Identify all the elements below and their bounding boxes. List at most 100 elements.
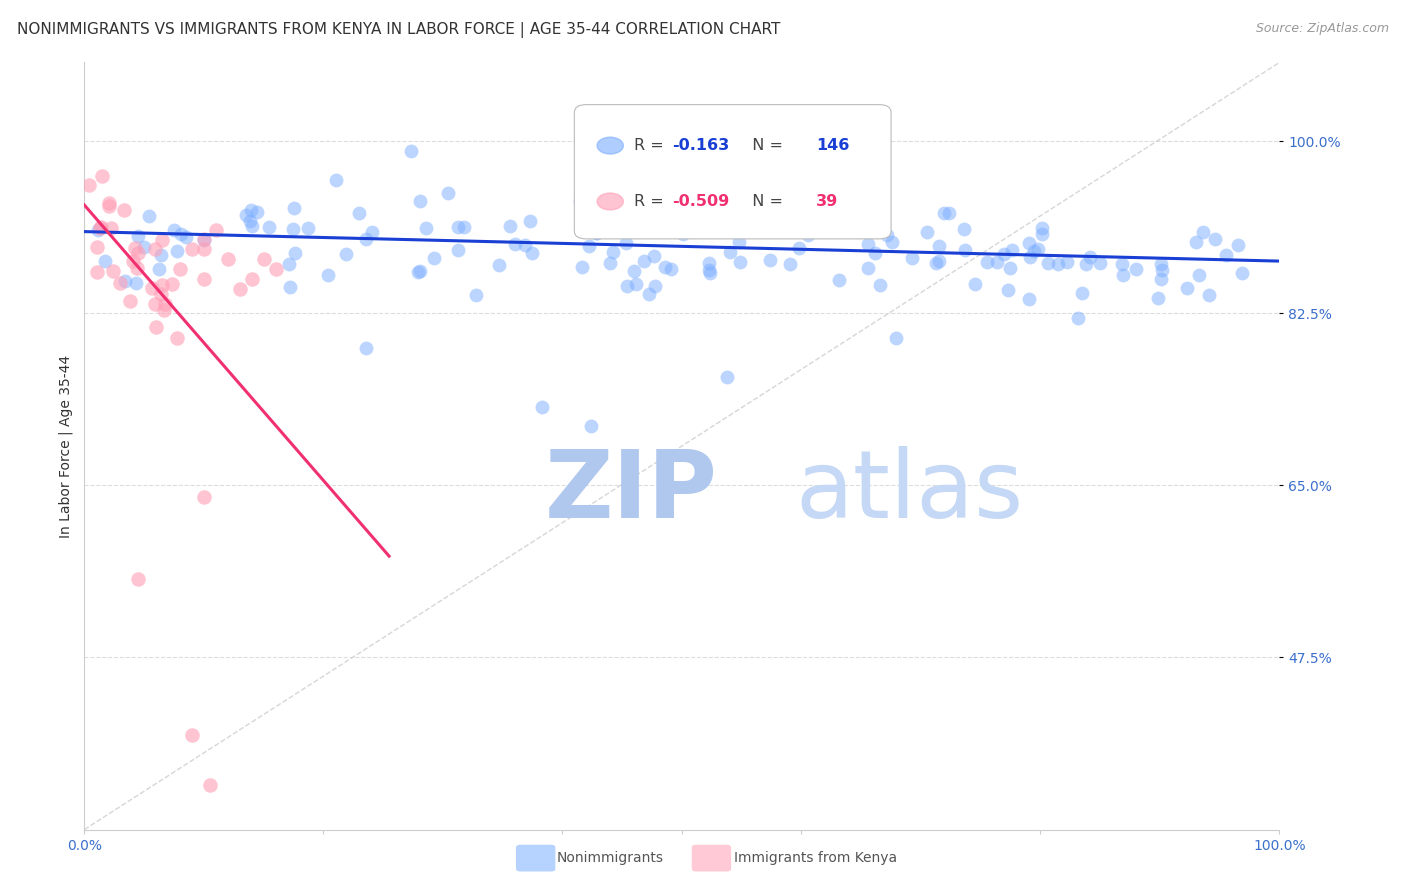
Point xyxy=(614,235,637,250)
Point xyxy=(569,194,592,208)
Point xyxy=(1078,250,1101,264)
Point xyxy=(264,262,287,277)
Point xyxy=(797,227,820,242)
Point xyxy=(571,260,593,274)
Text: NONIMMIGRANTS VS IMMIGRANTS FROM KENYA IN LABOR FORCE | AGE 35-44 CORRELATION CH: NONIMMIGRANTS VS IMMIGRANTS FROM KENYA I… xyxy=(17,22,780,38)
Point xyxy=(193,272,215,286)
Point xyxy=(112,202,135,217)
Point xyxy=(150,233,173,247)
Point xyxy=(138,209,160,223)
Point xyxy=(86,240,108,254)
Point xyxy=(124,241,146,255)
Point xyxy=(610,218,633,232)
Point xyxy=(579,419,602,434)
Point xyxy=(856,260,879,275)
Point xyxy=(855,217,877,231)
Point xyxy=(297,221,319,235)
Point xyxy=(284,245,307,260)
Point xyxy=(127,245,149,260)
Point xyxy=(671,223,693,237)
Point xyxy=(141,281,163,295)
Point xyxy=(101,264,124,278)
Point xyxy=(1188,268,1211,282)
Point xyxy=(953,222,976,236)
Point xyxy=(488,258,510,272)
Circle shape xyxy=(598,193,623,210)
Point xyxy=(925,256,948,270)
FancyBboxPatch shape xyxy=(575,104,891,239)
Point xyxy=(643,249,665,263)
Point xyxy=(114,274,136,288)
Point xyxy=(89,221,111,235)
Point xyxy=(998,260,1021,275)
Point xyxy=(283,222,305,236)
Point xyxy=(193,233,215,247)
Point xyxy=(928,254,950,268)
Point xyxy=(758,252,780,267)
Point xyxy=(97,196,120,211)
Point xyxy=(672,227,695,241)
Point xyxy=(100,220,122,235)
Point xyxy=(828,272,851,286)
Point xyxy=(1047,257,1070,271)
Point xyxy=(993,246,1015,260)
Point xyxy=(193,242,215,256)
Point xyxy=(586,226,609,240)
Point xyxy=(335,247,357,261)
Point xyxy=(869,277,891,292)
Point xyxy=(162,223,184,237)
Point xyxy=(153,297,176,311)
Point xyxy=(876,227,898,242)
Point xyxy=(316,268,339,282)
Point xyxy=(602,244,624,259)
Point xyxy=(447,243,470,257)
Point xyxy=(193,490,215,504)
Point xyxy=(239,213,262,227)
Point xyxy=(644,279,666,293)
Point xyxy=(709,211,731,226)
Point xyxy=(503,237,526,252)
Point xyxy=(585,226,607,240)
Text: R =: R = xyxy=(634,194,669,209)
Text: Immigrants from Kenya: Immigrants from Kenya xyxy=(734,851,897,865)
Point xyxy=(654,260,676,275)
Point xyxy=(1031,227,1053,242)
Text: atlas: atlas xyxy=(796,446,1024,538)
Point xyxy=(997,284,1019,298)
Point xyxy=(1150,257,1173,271)
Point xyxy=(616,279,638,293)
Point xyxy=(354,232,377,246)
Point xyxy=(166,244,188,259)
Text: 39: 39 xyxy=(815,194,838,209)
Point xyxy=(145,320,167,334)
Point xyxy=(153,302,176,317)
Point xyxy=(1038,256,1060,270)
Point xyxy=(571,224,593,238)
Point xyxy=(143,242,166,256)
Point xyxy=(965,277,987,292)
Point xyxy=(148,262,170,277)
Point xyxy=(938,206,960,220)
Point xyxy=(166,331,188,345)
Text: N =: N = xyxy=(742,194,787,209)
Point xyxy=(125,260,148,275)
Text: 146: 146 xyxy=(815,138,849,153)
Point xyxy=(87,223,110,237)
Point xyxy=(278,257,301,271)
Point xyxy=(181,242,204,256)
Point xyxy=(779,257,801,271)
Point xyxy=(1215,248,1237,262)
Point xyxy=(198,778,221,792)
Point xyxy=(1076,257,1098,271)
Point xyxy=(1227,238,1250,252)
Point xyxy=(108,276,131,290)
Point xyxy=(415,220,437,235)
Point xyxy=(1111,257,1133,271)
Point xyxy=(132,240,155,254)
Point xyxy=(1125,262,1147,277)
Point xyxy=(858,237,880,252)
Point xyxy=(360,225,382,239)
Point xyxy=(93,253,115,268)
Text: -0.163: -0.163 xyxy=(672,138,730,153)
Point xyxy=(578,239,600,253)
